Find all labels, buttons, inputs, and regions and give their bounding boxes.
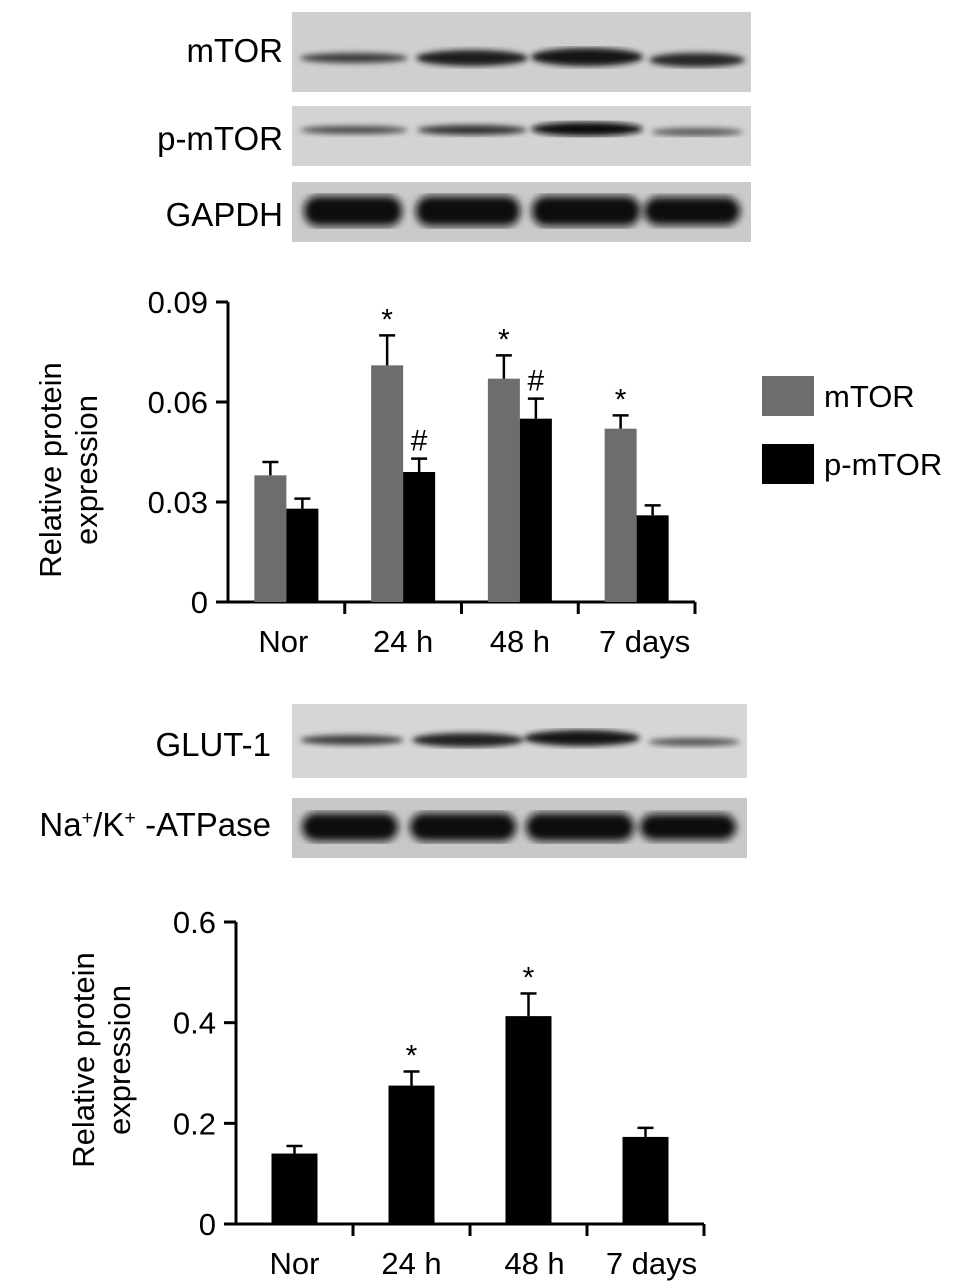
chart1-x-tick-label-3: 7 days xyxy=(599,624,690,659)
chart1-legend-swatch-0 xyxy=(762,376,814,416)
chart1-sig-mark-s0-3: * xyxy=(615,383,627,416)
atpase-label-plus2: + xyxy=(124,807,136,829)
chart1-x-tick-label-0: Nor xyxy=(258,624,308,659)
chart1-legend-label-1: p-mTOR xyxy=(824,447,942,482)
blot-image-glut1 xyxy=(292,704,747,778)
chart1-sig-mark-s0-2: * xyxy=(498,323,510,356)
chart1-bar-s1-3 xyxy=(636,515,669,602)
blot-label-glut1: GLUT-1 xyxy=(155,726,271,763)
chart1-y-tick-label-0: 0 xyxy=(191,585,208,620)
chart1-bar-s0-3 xyxy=(604,428,637,602)
blot-image-mtor xyxy=(292,12,751,92)
chart1-sig-mark-s1-2: # xyxy=(528,365,545,398)
atpase-label-na: Na xyxy=(39,806,82,843)
chart2-y-axis-label-line1: Relative protein xyxy=(66,952,101,1168)
blot-label-atpase: Na+/K+ -ATPase xyxy=(39,808,271,841)
atpase-label-k: /K xyxy=(93,806,125,843)
blot-label-mtor: mTOR xyxy=(186,32,283,69)
blot-strip-mtor xyxy=(292,12,751,92)
blot-label-p-mtor: p-mTOR xyxy=(157,120,283,157)
blot-image-p-mtor xyxy=(292,106,751,166)
chart2-y-axis-label-line2: expression xyxy=(102,985,137,1135)
chart1-bar-s1-2 xyxy=(519,418,552,602)
atpase-label-plus1: + xyxy=(81,807,94,829)
chart1-y-tick-label-3: 0.09 xyxy=(148,285,208,320)
chart1-bar-s1-0 xyxy=(286,508,319,602)
chart1-legend-label-0: mTOR xyxy=(824,379,915,414)
chart1-bar-s1-1 xyxy=(403,472,436,602)
chart1-x-tick-label-1: 24 h xyxy=(373,624,433,659)
blot-label-gapdh: GAPDH xyxy=(165,196,283,233)
chart1-bar-s0-1 xyxy=(371,365,404,602)
blot-image-gapdh xyxy=(292,182,751,242)
chart2-y-axis-label: Relative protein expression xyxy=(66,925,138,1195)
chart1-sig-mark-s0-1: * xyxy=(381,303,393,336)
chart1-x-tick-label-2: 48 h xyxy=(490,624,550,659)
blot-strip-atpase xyxy=(292,798,747,858)
atpase-label-atpase: -ATPase xyxy=(135,806,271,843)
chart1-y-tick-label-2: 0.06 xyxy=(148,385,208,420)
blot-strip-p-mtor xyxy=(292,106,751,166)
blot-strip-glut1 xyxy=(292,704,747,778)
chart1-y-tick-label-1: 0.03 xyxy=(148,485,208,520)
blot-strip-gapdh xyxy=(292,182,751,242)
chart1-bar-s0-0 xyxy=(254,475,287,602)
chart1-sig-mark-s1-1: # xyxy=(411,425,428,458)
chart1-bar-s0-2 xyxy=(487,378,520,602)
blot-image-atpase xyxy=(292,798,747,858)
chart1-legend-swatch-1 xyxy=(762,444,814,484)
